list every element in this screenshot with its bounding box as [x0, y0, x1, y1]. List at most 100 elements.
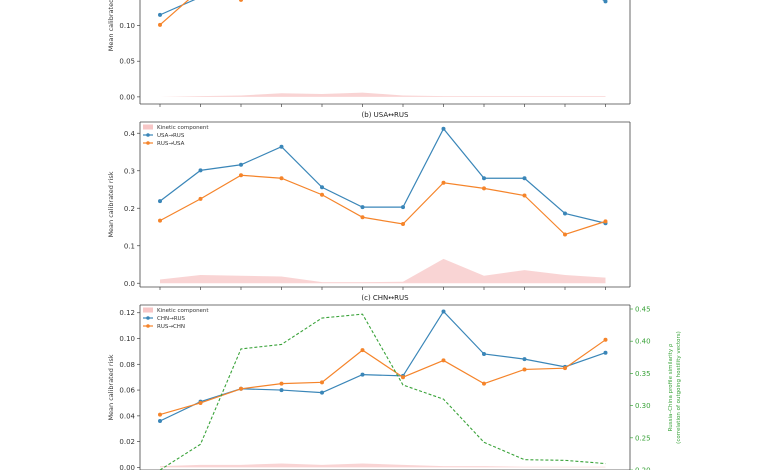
panel-a: 0.00 0.05 0.10 Mean calibrated: [107, 0, 631, 107]
data-point: [441, 126, 446, 131]
right-axis-label: Russia–China profile similarity ρ: [668, 343, 674, 431]
legend-swatch-kinetic: [143, 124, 153, 130]
y-tick-label: 0.10: [119, 22, 135, 30]
right-axis-label-sub: (correlation of outgoing hostility vecto…: [676, 331, 682, 444]
data-point: [198, 196, 203, 201]
kinetic-area: [160, 258, 606, 284]
panel-c: (c) CHN↔RUS 0.00 0.02 0.04 0.06 0.08 0.10 0.12 M…: [107, 294, 682, 470]
y-tick-label: 0.05: [119, 58, 135, 66]
y-tick-label: 0.4: [124, 130, 136, 138]
y-tick-label: 0.3: [124, 167, 135, 175]
data-point: [239, 173, 243, 178]
data-point: [441, 358, 446, 363]
legend-label: RUS→USA: [157, 141, 185, 147]
y-tick-label: 0.12: [119, 309, 135, 317]
legend-swatch-kinetic: [143, 307, 153, 313]
data-point: [401, 205, 405, 210]
data-point: [563, 366, 567, 371]
y-tick-label: 0.06: [119, 387, 135, 395]
data-point: [401, 222, 405, 226]
y-tick-label: 0.04: [119, 412, 135, 420]
data-point: [279, 381, 284, 386]
data-point: [158, 412, 162, 417]
right-y-tick-label: 0.25: [635, 434, 651, 442]
data-point: [198, 400, 203, 405]
right-y-tick-label: 0.35: [635, 370, 651, 378]
data-point: [563, 232, 567, 237]
right-y-tick-label: 0.20: [635, 467, 651, 470]
kinetic-area: [160, 92, 606, 97]
data-point: [603, 350, 608, 355]
data-point: [482, 381, 486, 386]
data-point: [401, 375, 405, 380]
data-point: [441, 180, 446, 185]
right-y-tick-label: 0.45: [635, 306, 651, 314]
data-point: [603, 337, 608, 342]
series-line: [159, 0, 606, 16]
y-tick-label: 0.10: [119, 335, 135, 343]
data-point: [239, 386, 243, 391]
series-line: [159, 0, 242, 26]
legend-label: Kinetic component: [157, 308, 209, 314]
data-point: [320, 185, 324, 190]
data-point: [239, 162, 243, 167]
y-axis-label: Mean calibrated risk: [107, 171, 115, 237]
data-point: [522, 367, 527, 372]
y-tick-label: 0.08: [119, 361, 135, 369]
data-point: [563, 211, 567, 216]
y-axis-label: Mean calibrated risk: [107, 354, 115, 420]
data-point: [158, 419, 162, 424]
y-tick-label: 0.02: [119, 438, 135, 446]
legend-swatch-marker: [146, 141, 150, 145]
y-tick-label: 0.0: [124, 280, 135, 288]
data-point: [482, 176, 486, 181]
series-line: [159, 310, 606, 422]
y-tick-label: 0.00: [119, 464, 135, 470]
kinetic-area: [160, 463, 606, 468]
data-point: [482, 351, 486, 356]
data-point: [198, 168, 203, 173]
legend-label: USA→RUS: [157, 133, 185, 139]
data-point: [158, 218, 162, 223]
data-point: [360, 372, 365, 377]
legend-swatch-marker: [146, 324, 150, 328]
data-point: [320, 390, 324, 395]
data-point: [360, 348, 365, 353]
data-point: [158, 199, 162, 204]
right-y-tick-label: 0.30: [635, 402, 651, 410]
y-tick-label: 0.1: [124, 242, 135, 250]
data-point: [522, 357, 527, 362]
data-point: [603, 219, 608, 224]
y-tick-label: 0.00: [119, 93, 135, 101]
legend-label: CHN→RUS: [157, 316, 186, 322]
data-point: [320, 380, 324, 385]
data-point: [239, 0, 243, 2]
legend-swatch-marker: [146, 316, 150, 320]
data-point: [279, 388, 284, 393]
data-point: [279, 144, 284, 149]
y-axis-label: Mean calibrated: [107, 0, 115, 51]
data-point: [360, 205, 365, 210]
data-point: [482, 186, 486, 191]
legend-swatch-marker: [146, 133, 150, 137]
panel-title: (c) CHN↔RUS: [361, 294, 409, 302]
y-tick-label: 0.2: [124, 205, 135, 213]
panel-b: (b) USA↔RUS 0.0 0.1 0.2 0.3 0.4 Mean calibrate…: [107, 111, 631, 290]
data-point: [158, 12, 162, 17]
legend-label: RUS→CHN: [157, 324, 185, 330]
data-point: [522, 176, 527, 181]
similarity-line: [159, 313, 606, 470]
data-point: [441, 309, 446, 314]
data-point: [320, 192, 324, 197]
series-line: [159, 127, 606, 224]
right-y-tick-label: 0.40: [635, 338, 651, 346]
data-point: [279, 176, 284, 181]
data-point: [360, 215, 365, 220]
series-line: [159, 339, 606, 416]
panel-title: (b) USA↔RUS: [362, 111, 409, 119]
data-point: [522, 193, 527, 198]
data-point: [603, 0, 608, 4]
legend-label: Kinetic component: [157, 125, 209, 131]
series-line: [159, 174, 606, 236]
